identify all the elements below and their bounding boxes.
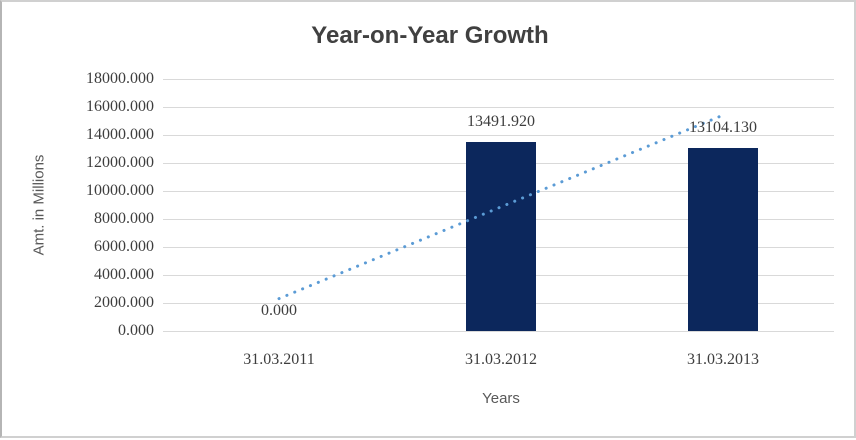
y-tick-label: 2000.000 <box>94 294 154 311</box>
gridline <box>163 330 834 332</box>
x-category-label: 31.03.2011 <box>243 351 315 368</box>
y-tick-label: 8000.000 <box>94 210 154 227</box>
y-tick-label: 16000.000 <box>86 98 154 115</box>
y-tick-label: 10000.000 <box>86 182 154 199</box>
x-category-label: 31.03.2013 <box>687 351 759 368</box>
x-category-label: 31.03.2012 <box>465 351 537 368</box>
gridline <box>163 78 834 80</box>
data-label: 13491.920 <box>467 113 535 131</box>
y-tick-label: 6000.000 <box>94 238 154 255</box>
y-tick-label: 18000.000 <box>86 70 154 87</box>
data-label: 13104.130 <box>689 118 757 136</box>
data-label: 0.000 <box>261 302 297 319</box>
gridline <box>163 106 834 108</box>
x-axis-title: Years <box>482 390 520 407</box>
chart-title: Year-on-Year Growth <box>311 22 549 49</box>
y-tick-label: 0.000 <box>118 322 154 339</box>
y-tick-label: 12000.000 <box>86 154 154 171</box>
y-tick-label: 4000.000 <box>94 266 154 283</box>
y-tick-label: 14000.000 <box>86 126 154 143</box>
